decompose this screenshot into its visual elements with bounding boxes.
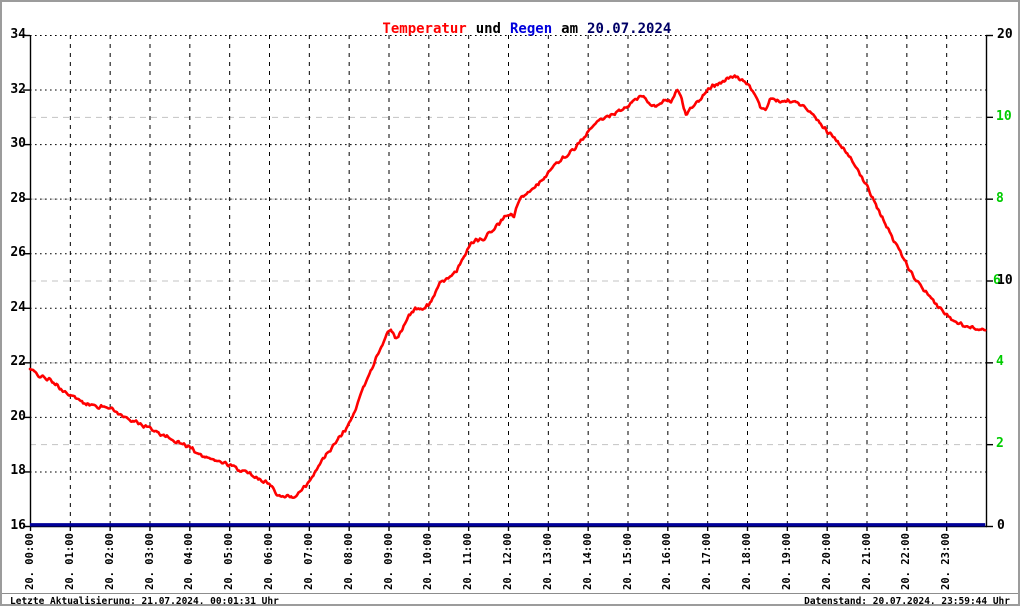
left-axis-label: 22 — [10, 354, 26, 370]
right-axis-green-label: 2 — [996, 436, 1004, 452]
x-axis-hour-label: 20. 13:00 — [541, 533, 554, 590]
x-axis-hour-label: 20. 15:00 — [621, 533, 634, 590]
x-axis-hour-label: 20. 07:00 — [302, 533, 315, 590]
x-axis-hour-label: 20. 21:00 — [860, 533, 873, 590]
footer-data-state: Datenstand: 20.07.2024, 23:59:44 Uhr — [804, 596, 1010, 606]
x-axis-hour-label: 20. 14:00 — [581, 533, 594, 590]
x-axis-hour-label: 20. 03:00 — [143, 533, 156, 590]
left-axis-label: 26 — [10, 245, 26, 261]
right-axis-green-label: 6 — [993, 272, 1001, 288]
x-axis-hour-label: 20. 00:00 — [24, 533, 36, 590]
left-axis-label: 32 — [10, 81, 26, 97]
x-axis-hour-label: 20. 16:00 — [661, 533, 674, 590]
x-axis-hour-label: 20. 09:00 — [382, 533, 395, 590]
x-axis-hour-label: 20. 11:00 — [462, 533, 475, 590]
x-axis-hour-label: 20. 23:00 — [940, 533, 953, 590]
x-axis-hour-label: 20. 01:00 — [63, 533, 76, 590]
x-axis-hour-label: 20. 20:00 — [820, 533, 833, 590]
x-axis-hour-label: 20. 10:00 — [422, 533, 435, 590]
x-axis-hour-label: 20. 18:00 — [741, 533, 753, 590]
left-axis-label: 28 — [10, 190, 26, 206]
title-regen: Regen — [510, 21, 553, 37]
right-axis-black-label: 20 — [997, 27, 1013, 42]
left-axis-label: 18 — [10, 463, 26, 479]
left-axis-label: 16 — [10, 518, 26, 533]
title-und: und — [475, 21, 501, 37]
x-axis-hour-label: 20. 12:00 — [502, 533, 514, 590]
footer-last-update: Letzte Aktualisierung: 21.07.2024, 00:01… — [10, 596, 279, 606]
x-axis-hour-label: 20. 05:00 — [223, 533, 236, 590]
left-axis-label: 24 — [10, 299, 26, 315]
right-axis-green-label: 10 — [996, 108, 1012, 124]
title-am: am — [561, 21, 579, 37]
x-axis-hour-label: 20. 02:00 — [103, 533, 116, 590]
left-axis-label: 30 — [10, 136, 26, 152]
chart-title: Temperatur und Regen am 20.07.2024 — [2, 5, 1018, 53]
title-temperatur: Temperatur — [382, 21, 467, 37]
temperature-line — [28, 74, 987, 499]
right-axis-green-label: 4 — [996, 354, 1004, 370]
x-axis-hour-label: 20. 06:00 — [263, 533, 275, 590]
footer-separator — [2, 593, 1018, 594]
right-axis-black-label: 0 — [997, 518, 1005, 533]
left-axis-label: 34 — [10, 27, 26, 42]
left-axis-label: 20 — [10, 408, 26, 424]
x-axis-hour-label: 20. 04:00 — [183, 533, 196, 590]
x-axis-hour-label: 20. 08:00 — [342, 533, 355, 590]
x-axis-hour-label: 20. 22:00 — [900, 533, 913, 590]
title-date: 20.07.2024 — [587, 21, 672, 37]
x-axis-hour-label: 20. 19:00 — [780, 533, 793, 590]
x-axis-hour-label: 20. 17:00 — [701, 533, 714, 590]
right-axis-black-label: 10 — [997, 272, 1013, 288]
right-axis-green-label: 8 — [996, 190, 1004, 206]
